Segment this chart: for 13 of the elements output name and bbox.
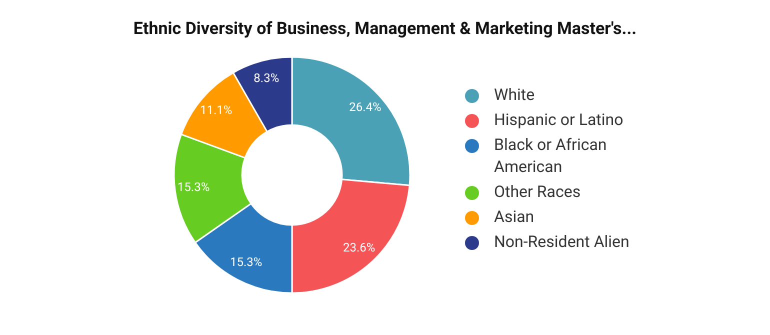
data-label: 15.3% bbox=[230, 255, 262, 270]
chart-title: Ethnic Diversity of Business, Management & Marketing Master's... bbox=[133, 19, 637, 39]
legend-label: Non-Resident Alien bbox=[494, 232, 630, 252]
data-label: 26.4% bbox=[349, 100, 382, 114]
legend-label: Other Races bbox=[494, 182, 581, 202]
data-label: 8.3% bbox=[254, 71, 280, 86]
data-label: 15.3% bbox=[177, 180, 210, 194]
data-label: 11.1% bbox=[200, 103, 232, 118]
legend-label: White bbox=[494, 85, 535, 104]
legend-label: Hispanic or Latino bbox=[494, 110, 624, 130]
data-label: 23.6% bbox=[342, 240, 376, 254]
legend-label: Asian bbox=[494, 207, 534, 226]
legend-label: Black or African American bbox=[494, 135, 607, 176]
